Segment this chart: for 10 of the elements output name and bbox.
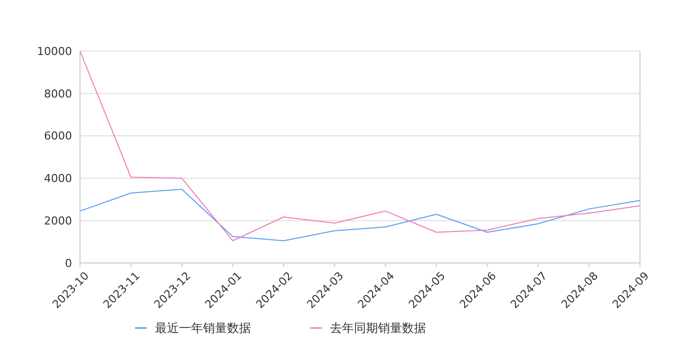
y-tick-label: 6000 (44, 130, 72, 143)
line-series (80, 188, 640, 242)
y-tick-label: 10000 (37, 44, 72, 58)
y-tick-label: 0 (65, 256, 72, 270)
legend-label: 去年同期销量数据 (330, 321, 426, 336)
y-tick-label: 8000 (44, 87, 72, 100)
legend-label: 最近一年销量数据 (155, 321, 251, 336)
line-series (80, 50, 640, 242)
y-tick-label: 2000 (44, 214, 72, 228)
y-tick-label: 4000 (44, 172, 72, 186)
